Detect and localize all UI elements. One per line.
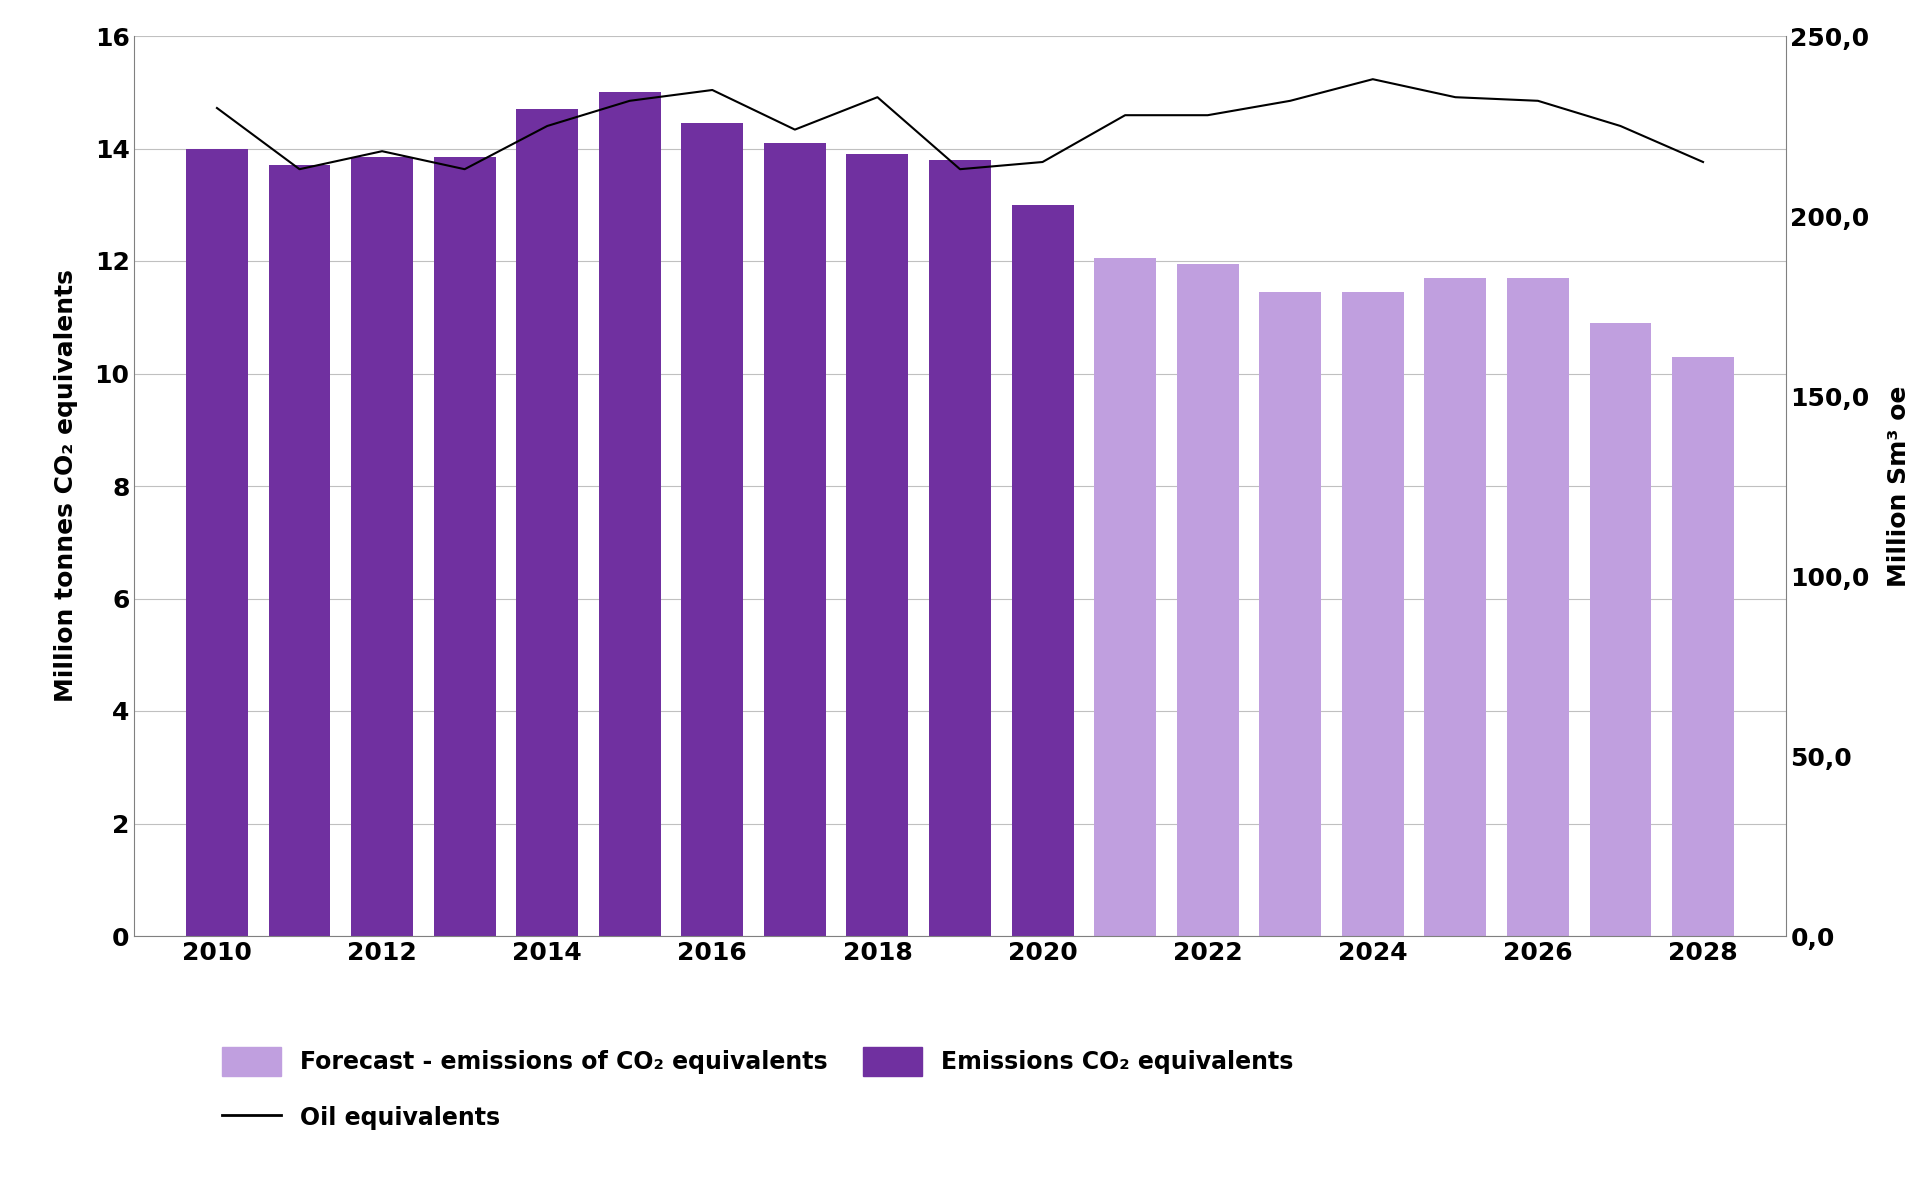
Bar [1507,278,1569,936]
Bar [434,157,495,936]
Bar [847,154,908,936]
Bar [1094,258,1156,936]
Bar [1342,292,1404,936]
Bar [1012,205,1073,936]
Y-axis label: Million tonnes CO₂ equivalents: Million tonnes CO₂ equivalents [54,270,79,702]
Bar [269,166,330,936]
Y-axis label: Million Sm³ oe: Million Sm³ oe [1887,385,1910,587]
Bar [186,149,248,936]
Bar [599,92,660,936]
Bar [1177,264,1238,936]
Bar [1260,292,1321,936]
Bar [764,143,826,936]
Bar [682,124,743,936]
Bar [516,109,578,936]
Bar [351,157,413,936]
Bar [1672,356,1734,936]
Bar [1425,278,1486,936]
Legend: Oil equivalents: Oil equivalents [213,1097,509,1139]
Bar [929,160,991,936]
Bar [1590,323,1651,936]
